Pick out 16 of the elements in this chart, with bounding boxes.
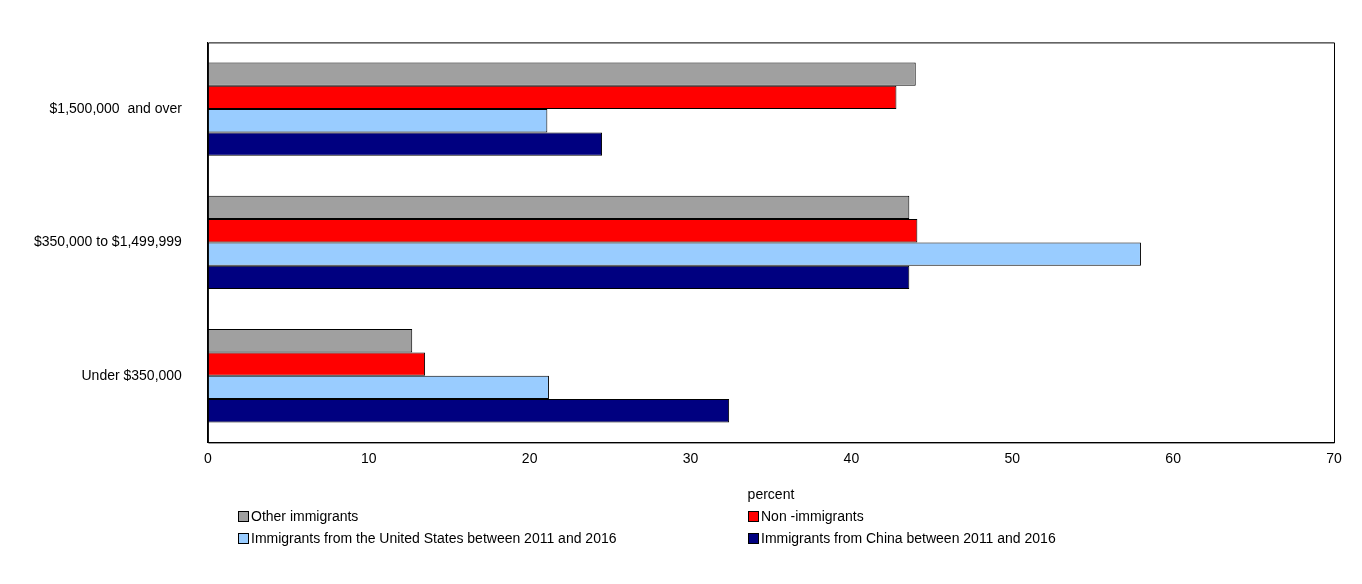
x-tick-label: 10 — [361, 449, 377, 466]
y-tick-label: $1,500,000 and over — [49, 99, 183, 116]
legend-label: Immigrants from the United States between 2011 and 2016 — [251, 530, 617, 546]
y-tick-label: $350,000 to $1,499,999 — [33, 233, 183, 250]
x-tick-label: 0 — [204, 449, 213, 466]
x-tick-label: 60 — [1165, 449, 1182, 466]
y-tick-label: Under $350,000 — [81, 366, 183, 383]
x-axis-title: percent — [747, 486, 795, 503]
x-tick-label: 40 — [843, 449, 860, 466]
x-tick-label: 30 — [682, 449, 699, 466]
legend-label: Immigrants from China between 2011 and 2016 — [761, 530, 1056, 546]
x-tick-label: 20 — [521, 449, 538, 466]
legend-label: Non -immigrants — [761, 508, 864, 524]
x-tick-label: 50 — [1004, 449, 1021, 466]
legend-label: Other immigrants — [251, 508, 359, 524]
x-tick-label: 70 — [1326, 449, 1342, 466]
